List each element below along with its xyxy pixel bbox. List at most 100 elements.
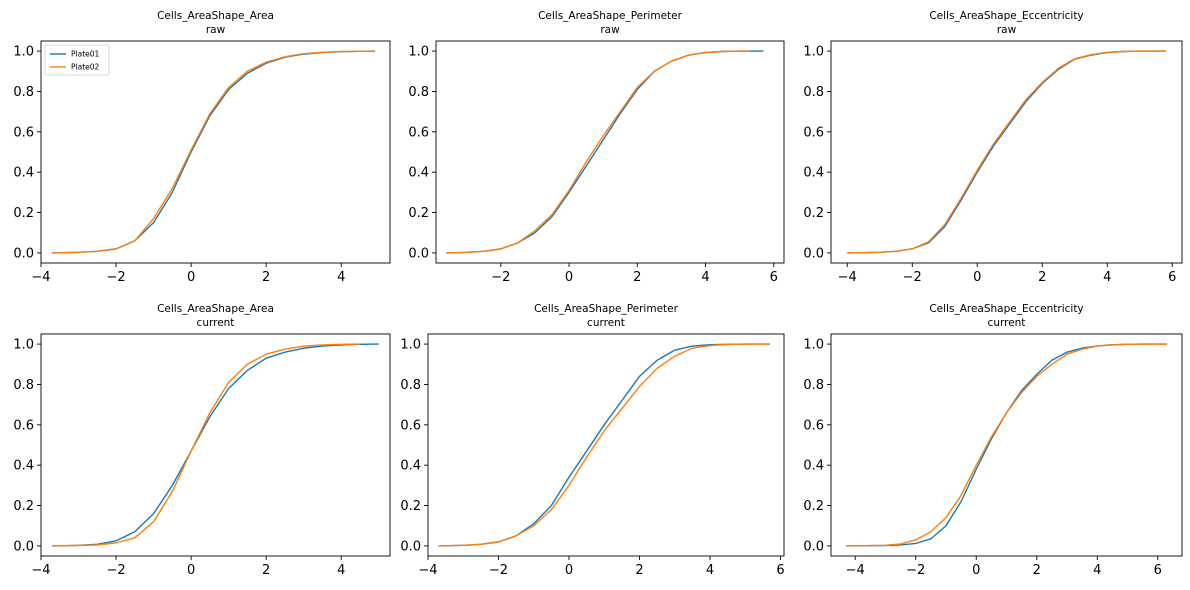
panel-subtitle: raw — [600, 24, 620, 36]
y-tick-label: 0.0 — [803, 539, 824, 554]
series-group — [52, 50, 375, 254]
x-tick-label: 2 — [635, 563, 643, 578]
panel-subtitle: raw — [997, 24, 1017, 36]
panel-title: Cells_AreaShape_Area — [157, 303, 274, 315]
axes-frame — [40, 333, 391, 557]
x-tick-label: 6 — [770, 270, 778, 285]
series-group — [446, 50, 764, 254]
y-tick-label: 0.4 — [400, 459, 421, 474]
series-line-plate02 — [438, 343, 770, 547]
series-group — [52, 343, 379, 547]
y-tick-label: 1.0 — [803, 338, 824, 353]
series-line-plate02 — [52, 50, 375, 254]
y-tick-label: 0.0 — [408, 246, 429, 261]
y-tick-label: 0.4 — [13, 459, 34, 474]
x-tick-label: 4 — [337, 563, 345, 578]
series-line-plate02 — [847, 50, 1166, 254]
y-tick-label: 0.8 — [803, 378, 824, 393]
series-line-plate01 — [52, 50, 375, 254]
x-tick-label: −4 — [31, 563, 50, 578]
series-group — [847, 50, 1166, 254]
y-tick-label: 0.4 — [803, 459, 824, 474]
panel-subtitle: current — [197, 317, 235, 329]
y-tick-label: 0.2 — [803, 499, 824, 514]
x-tick-label: −2 — [489, 563, 508, 578]
x-tick-label: −2 — [903, 270, 922, 285]
y-tick-label: 1.0 — [408, 45, 429, 60]
x-tick-label: 4 — [701, 270, 709, 285]
legend-label-plate02: Plate02 — [71, 63, 100, 72]
y-tick-label: 0.6 — [13, 418, 34, 433]
x-tick-label: 6 — [776, 563, 784, 578]
x-tick-label: 0 — [973, 270, 981, 285]
y-tick-label: 1.0 — [400, 338, 421, 353]
y-tick-label: 0.2 — [803, 206, 824, 221]
x-tick-label: 2 — [262, 270, 270, 285]
y-tick-label: 0.8 — [803, 85, 824, 100]
x-tick-label: −4 — [418, 563, 437, 578]
x-tick-label: 2 — [633, 270, 641, 285]
y-tick-label: 1.0 — [13, 338, 34, 353]
legend-label-plate01: Plate01 — [71, 50, 100, 59]
x-tick-label: −4 — [31, 270, 50, 285]
panel-title: Cells_AreaShape_Perimeter — [534, 303, 679, 315]
y-tick-label: 0.2 — [400, 499, 421, 514]
x-tick-label: −2 — [906, 563, 925, 578]
y-tick-label: 0.6 — [803, 418, 824, 433]
panel-title: Cells_AreaShape_Eccentricity — [929, 303, 1083, 315]
y-tick-label: 0.4 — [13, 166, 34, 181]
series-line-plate02 — [52, 343, 360, 547]
panel-subtitle: current — [988, 317, 1026, 329]
series-line-plate02 — [846, 343, 1167, 547]
series-line-plate01 — [52, 343, 379, 547]
x-tick-label: 2 — [262, 563, 270, 578]
y-tick-label: 0.0 — [13, 539, 34, 554]
x-tick-label: −4 — [846, 563, 865, 578]
series-line-plate01 — [847, 50, 1166, 254]
y-tick-label: 1.0 — [13, 45, 34, 60]
series-line-plate01 — [438, 343, 770, 547]
x-tick-label: 6 — [1168, 270, 1176, 285]
y-tick-label: 0.4 — [803, 166, 824, 181]
x-tick-label: 4 — [706, 563, 714, 578]
series-group — [438, 343, 770, 547]
series-line-plate02 — [446, 50, 750, 254]
axes-frame — [40, 40, 391, 264]
legend: Plate01 Plate02 — [44, 44, 110, 76]
y-tick-label: 0.8 — [408, 85, 429, 100]
x-tick-label: 0 — [972, 563, 980, 578]
series-line-plate01 — [446, 50, 764, 254]
panel-title: Cells_AreaShape_Perimeter — [538, 10, 683, 22]
panel-subtitle: current — [587, 317, 625, 329]
y-tick-label: 0.0 — [803, 246, 824, 261]
y-tick-label: 0.0 — [13, 246, 34, 261]
axes-frame — [830, 333, 1183, 557]
x-tick-label: 6 — [1154, 563, 1162, 578]
x-tick-label: −2 — [106, 270, 125, 285]
y-tick-label: 0.6 — [400, 418, 421, 433]
y-tick-label: 0.6 — [803, 125, 824, 140]
y-tick-label: 0.4 — [408, 166, 429, 181]
y-tick-label: 0.8 — [13, 85, 34, 100]
x-tick-label: 0 — [187, 270, 195, 285]
x-tick-label: 4 — [1103, 270, 1111, 285]
panel-title: Cells_AreaShape_Eccentricity — [929, 10, 1083, 22]
y-tick-label: 1.0 — [803, 45, 824, 60]
x-tick-label: 2 — [1038, 270, 1046, 285]
axes-frame — [830, 40, 1183, 264]
x-tick-label: 0 — [187, 563, 195, 578]
series-line-plate01 — [846, 343, 1167, 547]
x-tick-label: −2 — [491, 270, 510, 285]
y-tick-label: 0.6 — [13, 125, 34, 140]
axes-frame — [427, 333, 785, 557]
x-tick-label: 4 — [337, 270, 345, 285]
x-tick-label: −2 — [106, 563, 125, 578]
axes-frame — [435, 40, 785, 264]
x-tick-label: 0 — [565, 270, 573, 285]
